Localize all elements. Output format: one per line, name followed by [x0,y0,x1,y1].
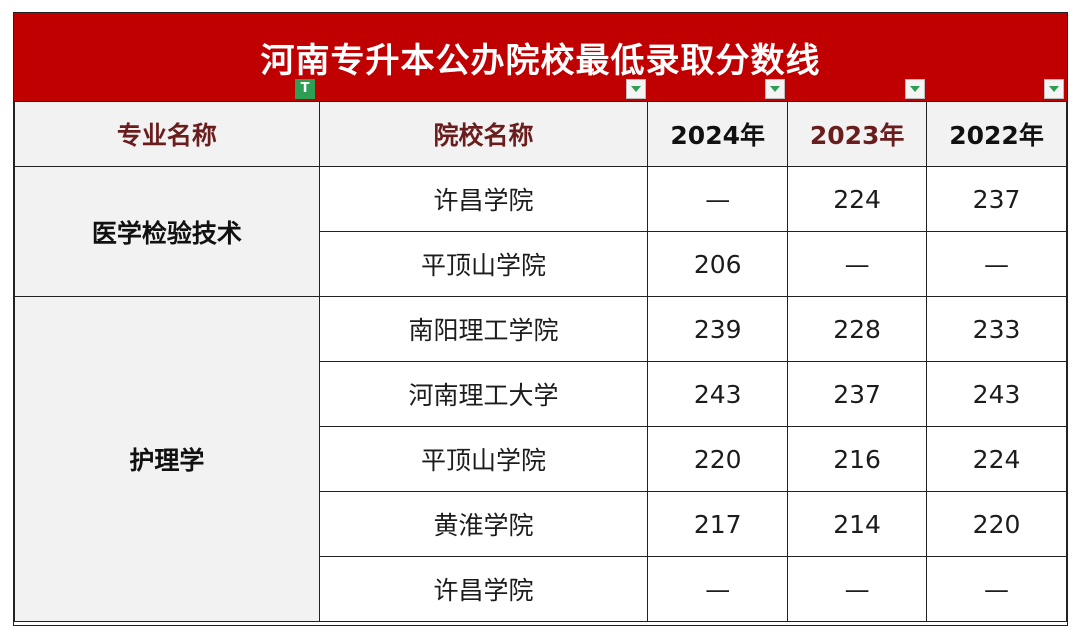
header-row: 专业名称 院校名称 2024年 2023年 2022年 [14,101,1067,167]
filter-dropdown-icon[interactable] [905,79,925,99]
table-row: 平顶山学院 206 — — [15,231,1067,297]
score-2024: 220 [647,426,789,492]
score-2024: — [647,166,789,232]
table-row: 黄淮学院 217 214 220 [15,491,1067,557]
major-cell: 护理学 [14,296,320,622]
score-2023: 214 [787,491,928,557]
score-2022: — [926,231,1067,297]
score-2023: 237 [787,361,928,427]
chevron-down-icon [1049,86,1059,92]
school-cell: 平顶山学院 [318,426,649,492]
score-2024: 206 [647,231,789,297]
chevron-down-icon [770,86,780,92]
header-major: 专业名称 [14,101,320,167]
filter-active-icon[interactable]: T [295,79,315,99]
table-row: 平顶山学院 220 216 224 [15,426,1067,492]
chevron-down-icon [910,86,920,92]
chevron-down-icon [631,86,641,92]
score-2023: 228 [787,296,928,362]
score-table-sheet: 河南专升本公办院校最低录取分数线 T 专业名称 院校名称 2024年 2023年… [13,12,1068,626]
major-cell: 医学检验技术 [14,166,320,297]
score-2022: — [926,556,1067,622]
filter-dropdown-icon[interactable] [626,79,646,99]
score-2022: 233 [926,296,1067,362]
header-2022: 2022年 [926,101,1067,167]
school-cell: 许昌学院 [318,556,649,622]
score-2022: 237 [926,166,1067,232]
filter-dropdown-icon[interactable] [1044,79,1064,99]
score-2024: 217 [647,491,789,557]
score-2024: 239 [647,296,789,362]
table-row: 医学检验技术 许昌学院 — 224 237 [14,166,1067,297]
score-2022: 243 [926,361,1067,427]
header-school: 院校名称 [318,101,649,167]
header-2023: 2023年 [787,101,928,167]
table-row: 河南理工大学 243 237 243 [15,361,1067,427]
school-cell: 南阳理工学院 [318,296,649,362]
score-2023: — [787,556,928,622]
table-row: 许昌学院 — — — [15,556,1067,622]
score-2024: — [647,556,789,622]
school-cell: 平顶山学院 [318,231,649,297]
score-2022: 220 [926,491,1067,557]
score-2023: 216 [787,426,928,492]
table-row: 护理学 南阳理工学院 239 228 233 [14,296,1067,622]
school-cell: 黄淮学院 [318,491,649,557]
score-2023: — [787,231,928,297]
score-2022: 224 [926,426,1067,492]
score-2023: 224 [787,166,928,232]
score-table: 专业名称 院校名称 2024年 2023年 2022年 医学检验技术 许昌学院 … [14,101,1067,622]
score-2024: 243 [647,361,789,427]
table-title: 河南专升本公办院校最低录取分数线 [14,13,1067,101]
header-2024: 2024年 [647,101,789,167]
filter-dropdown-icon[interactable] [765,79,785,99]
school-cell: 许昌学院 [318,166,649,232]
school-cell: 河南理工大学 [318,361,649,427]
